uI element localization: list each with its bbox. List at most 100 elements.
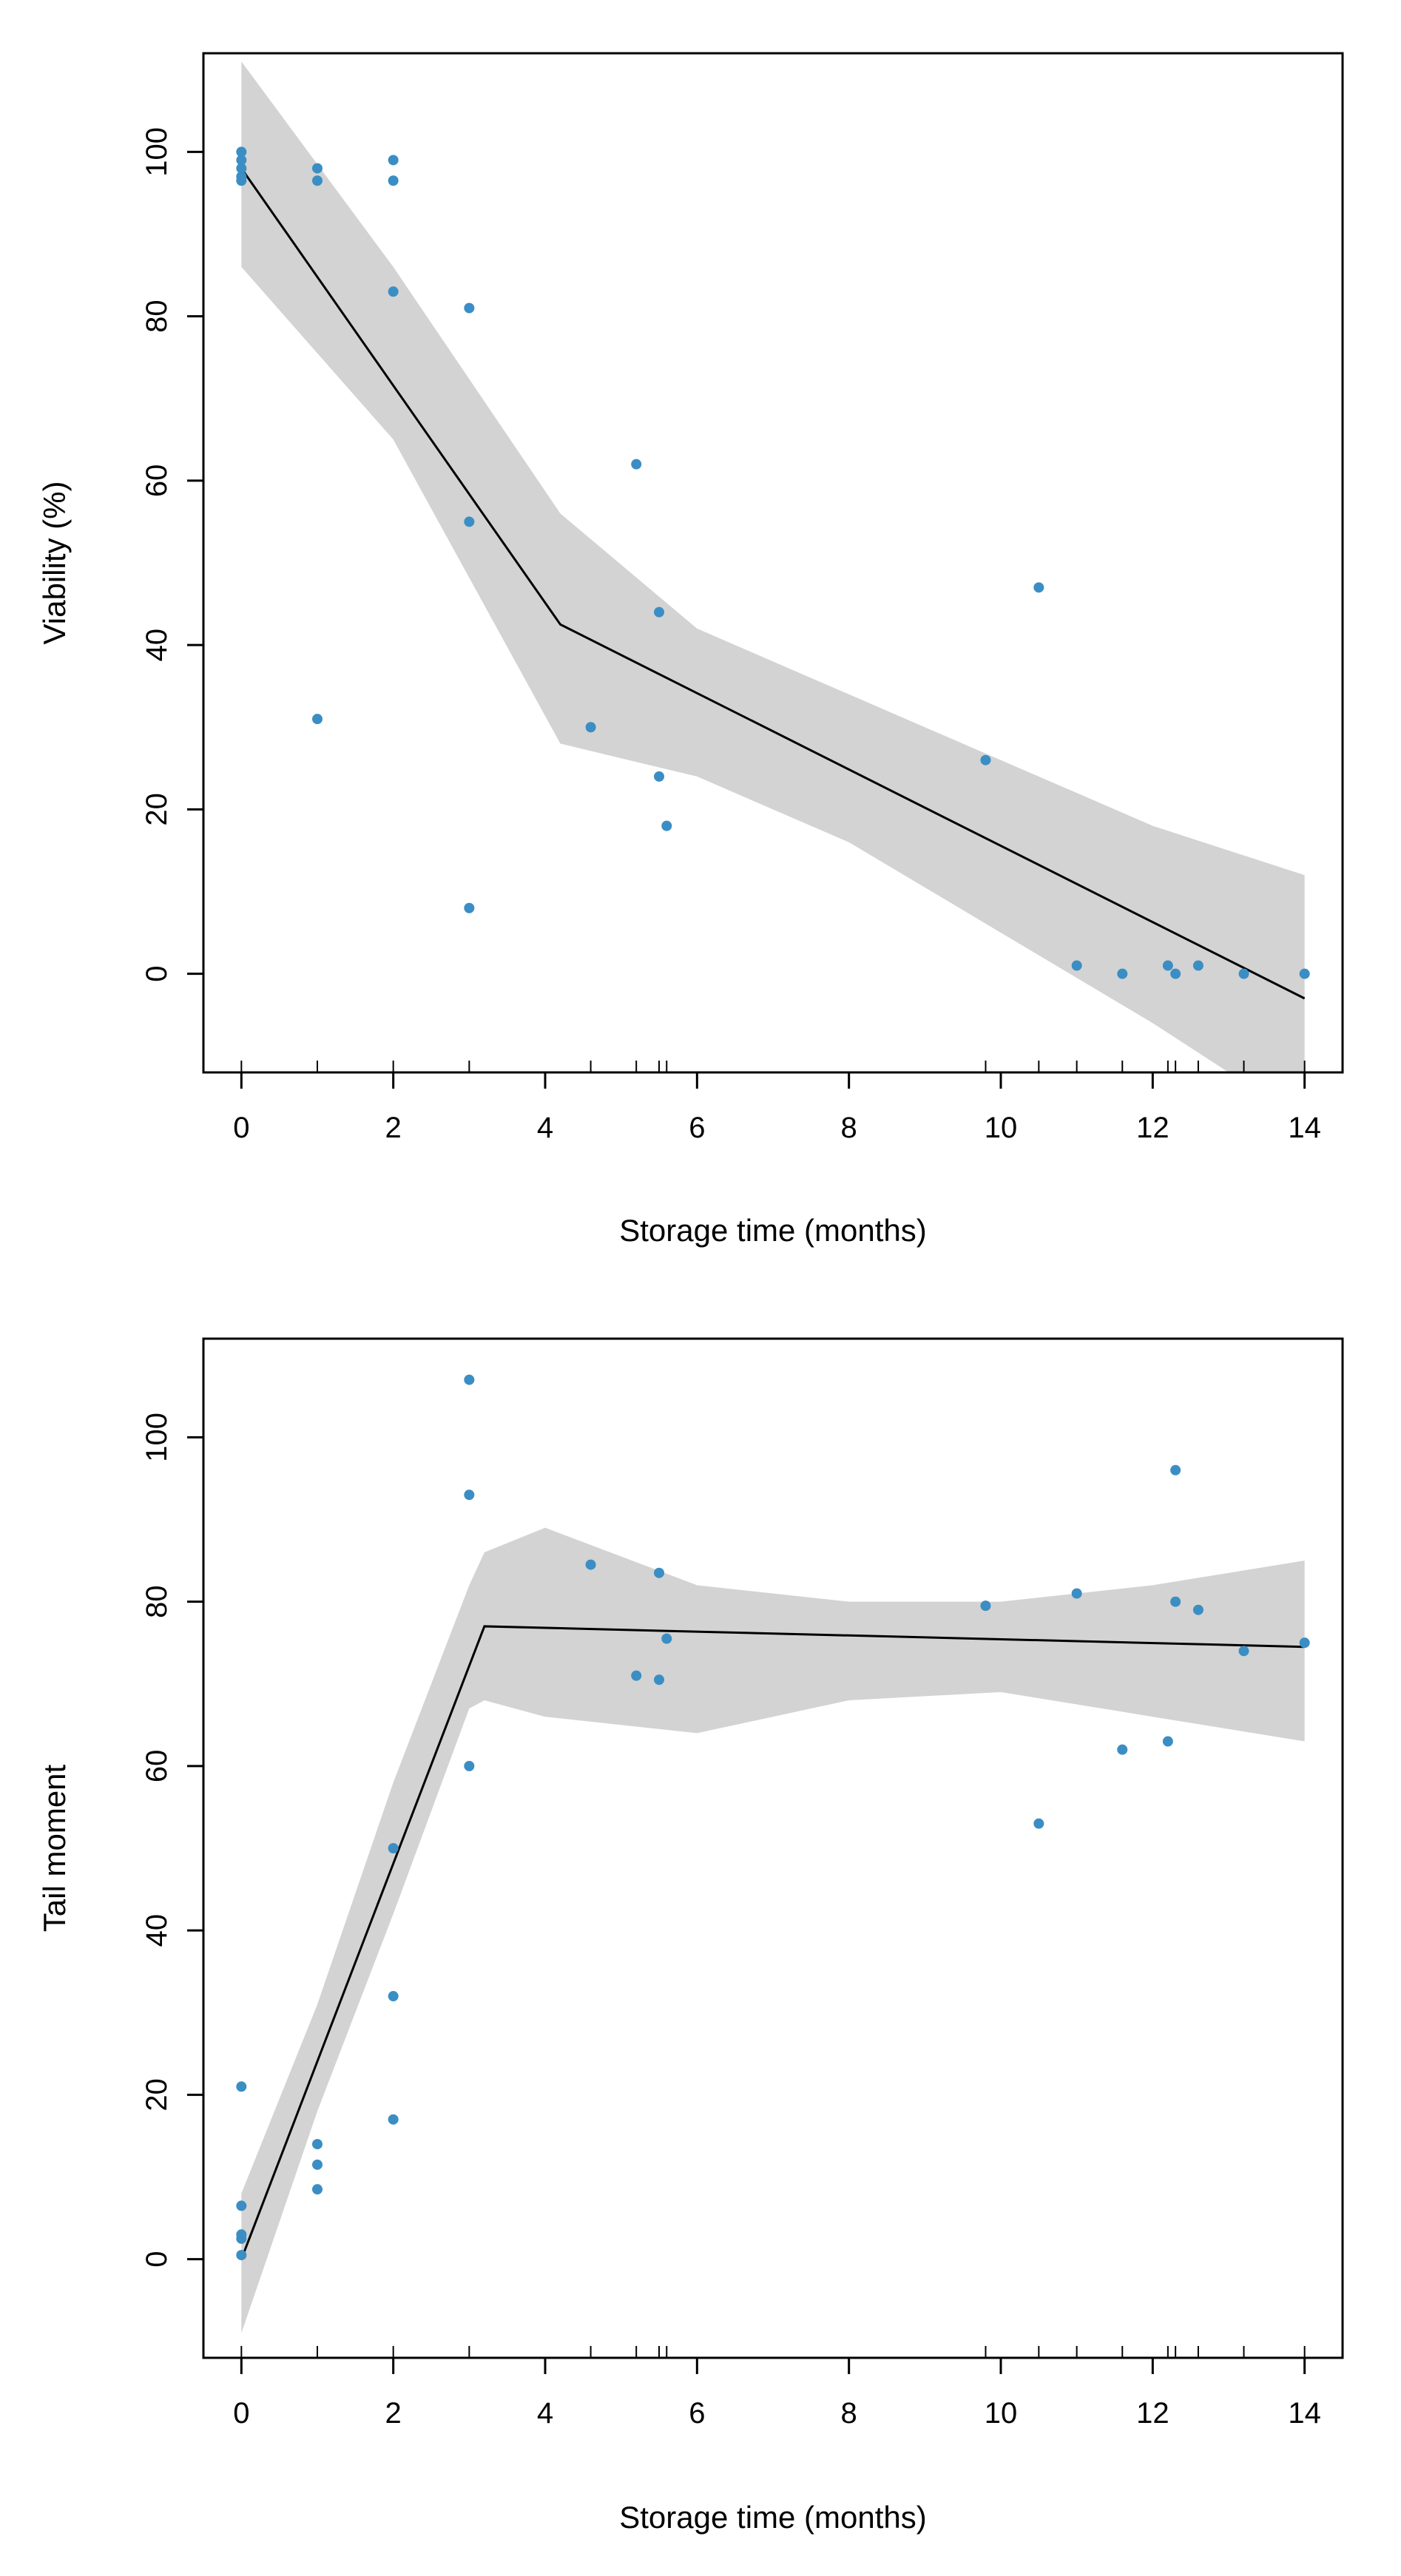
viability-data-point (312, 714, 323, 725)
viability-data-point (1192, 960, 1203, 971)
tail-moment-data-point (1299, 1637, 1310, 1649)
y-tick-label: 0 (141, 966, 173, 982)
tail-moment-data-point (654, 1567, 664, 1578)
viability-y-axis: 0 20 40 60 80 100 (141, 127, 203, 982)
tail-moment-data-point (464, 1760, 475, 1771)
viability-data-point (312, 175, 323, 186)
y-tick-label: 100 (141, 127, 173, 177)
viability-data-point (464, 516, 475, 527)
y-tick-label: 0 (141, 2251, 173, 2268)
tail-moment-fit-line (240, 1625, 1305, 2260)
x-tick-label: 12 (1136, 2397, 1169, 2430)
tail-moment-plot-frame (202, 1337, 1344, 2359)
x-tick-label: 0 (233, 2397, 249, 2430)
x-tick-label: 0 (233, 1112, 249, 1144)
viability-fit-line (240, 167, 1306, 1000)
tail-moment-data-point (388, 1843, 399, 1853)
tail-moment-data-point (1170, 1464, 1181, 1475)
viability-data-point (236, 155, 247, 166)
x-tick-label: 12 (1136, 1112, 1169, 1144)
tail-moment-x-axis-title: Storage time (months) (619, 2500, 927, 2535)
x-tick-label: 2 (385, 2397, 402, 2430)
viability-confidence-band (241, 61, 1305, 1072)
y-tick-label: 60 (141, 464, 173, 498)
viability-panel: 0 2 4 6 8 10 12 14 0 20 40 60 80 100 Storage time (m… (37, 52, 1344, 1248)
tail-moment-data-point (388, 1991, 399, 2002)
tail-moment-x-axis: 0 2 4 6 8 10 12 14 (233, 2358, 1321, 2430)
viability-data-point (1071, 960, 1082, 971)
tail-moment-data-point (654, 1674, 664, 1686)
tail-moment-data-point (236, 2081, 247, 2092)
tail-moment-y-axis-title: Tail moment (37, 1764, 72, 1932)
viability-data-point (236, 146, 247, 158)
viability-confidence-band-layer (241, 61, 1305, 1072)
tail-moment-data-point (236, 2250, 247, 2261)
tail-moment-data-point (1238, 1646, 1249, 1657)
tail-moment-data-point (1033, 1818, 1044, 1829)
x-tick-label: 6 (689, 2397, 705, 2430)
viability-data-point (661, 820, 672, 831)
tail-moment-data-point (1071, 1588, 1082, 1599)
viability-plot-frame (202, 52, 1344, 1074)
tail-moment-fit-line-layer (240, 1625, 1305, 2260)
tail-moment-panel: 0 2 4 6 8 10 12 14 0 20 40 60 80 100 Storage time (m… (37, 1337, 1344, 2535)
viability-data-point (631, 459, 642, 470)
tail-moment-data-point (312, 2159, 323, 2170)
x-tick-label: 2 (385, 1112, 402, 1144)
viability-points-layer (236, 146, 1310, 979)
viability-data-point (1238, 968, 1249, 979)
x-tick-label: 14 (1288, 2397, 1321, 2430)
tail-moment-data-point (236, 2200, 247, 2211)
viability-rug-ticks (240, 1061, 1306, 1072)
x-tick-label: 10 (985, 2397, 1018, 2430)
tail-moment-data-point (1192, 1604, 1203, 1615)
viability-data-point (388, 175, 399, 186)
viability-data-point (1117, 968, 1128, 979)
x-tick-label: 14 (1288, 1112, 1321, 1144)
viability-y-axis-title: Viability (%) (37, 481, 72, 645)
tail-moment-rug-ticks (240, 2346, 1306, 2358)
viability-data-point (980, 754, 991, 765)
y-tick-label: 80 (141, 300, 173, 333)
viability-data-point (654, 606, 664, 618)
y-tick-label: 60 (141, 1750, 173, 1783)
viability-data-point (654, 771, 664, 782)
viability-fit-line-layer (240, 167, 1306, 1000)
x-tick-label: 8 (841, 2397, 857, 2430)
tail-moment-data-point (464, 1490, 475, 1501)
viability-x-axis: 0 2 4 6 8 10 12 14 (233, 1072, 1321, 1144)
viability-data-point (464, 902, 475, 913)
viability-data-point (585, 722, 596, 733)
viability-data-point (236, 175, 247, 186)
viability-data-point (1170, 968, 1181, 979)
tail-moment-data-point (1170, 1596, 1181, 1607)
x-tick-label: 4 (537, 1112, 553, 1144)
tail-moment-data-point (464, 1374, 475, 1385)
tail-moment-data-point (585, 1559, 596, 1570)
tail-moment-data-point (312, 2184, 323, 2195)
tail-moment-data-point (388, 2114, 399, 2125)
viability-data-point (1299, 968, 1310, 979)
viability-data-point (312, 163, 323, 174)
y-tick-label: 20 (141, 793, 173, 826)
tail-moment-points-layer (236, 1374, 1310, 2261)
viability-data-point (236, 163, 247, 174)
x-tick-label: 4 (537, 2397, 553, 2430)
y-tick-label: 20 (141, 2078, 173, 2112)
viability-data-point (388, 286, 399, 297)
x-tick-label: 6 (689, 1112, 705, 1144)
viability-data-point (464, 302, 475, 314)
tail-moment-data-point (1162, 1736, 1173, 1747)
y-tick-label: 100 (141, 1413, 173, 1462)
tail-moment-y-axis: 0 20 40 60 80 100 (141, 1413, 203, 2268)
tail-moment-data-point (236, 2233, 247, 2244)
tail-moment-data-point (661, 1633, 672, 1644)
y-tick-label: 80 (141, 1585, 173, 1618)
x-tick-label: 8 (841, 1112, 857, 1144)
viability-x-axis-title: Storage time (months) (619, 1213, 927, 1248)
viability-data-point (388, 155, 399, 166)
tail-moment-data-point (312, 2139, 323, 2150)
viability-data-point (1162, 960, 1173, 971)
